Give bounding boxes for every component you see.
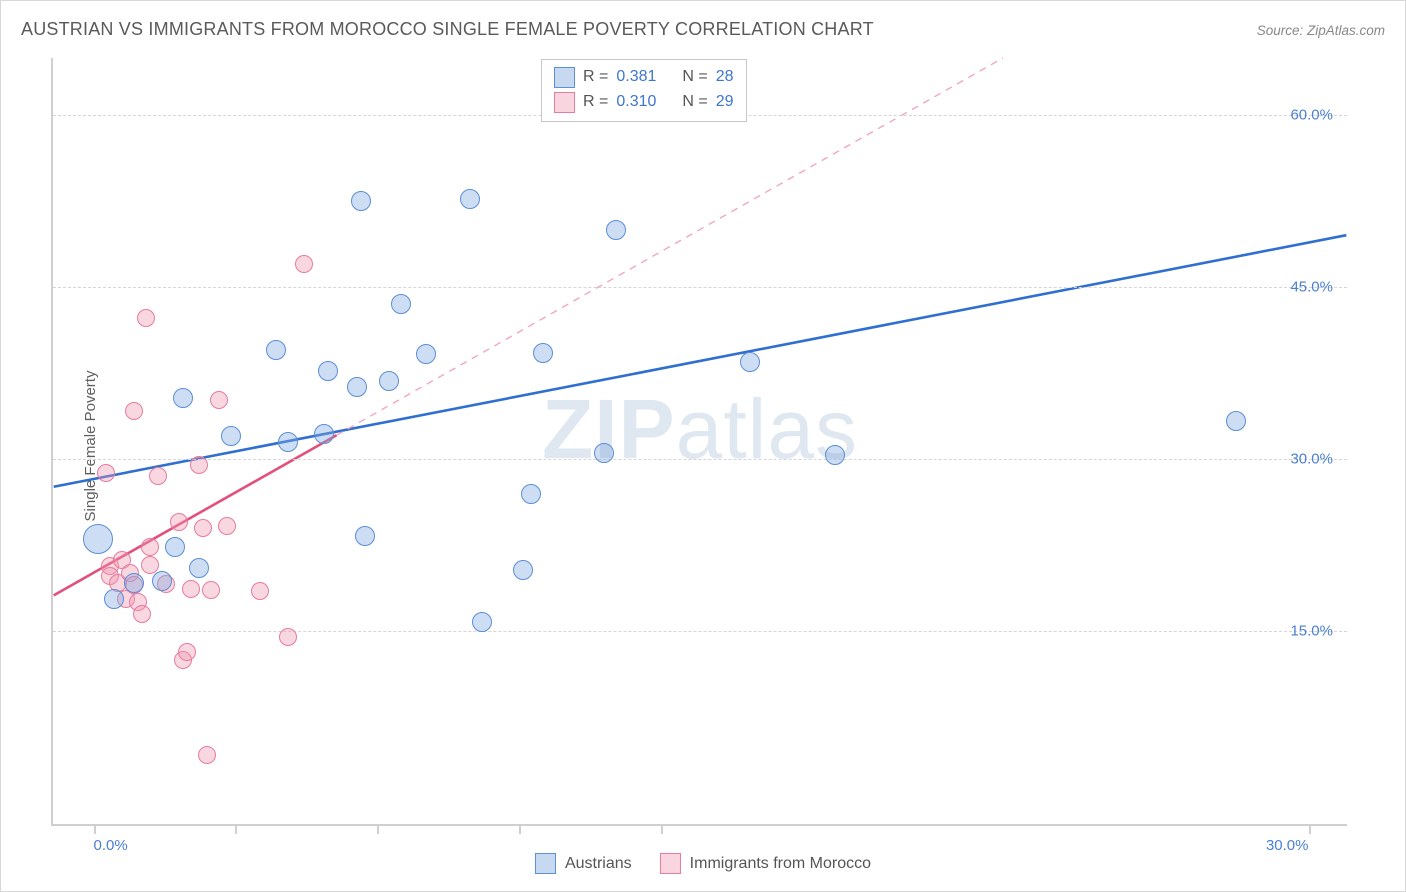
watermark: ZIPatlas: [542, 381, 858, 478]
scatter-point-morocco: [141, 556, 159, 574]
n-label: N =: [682, 65, 707, 90]
gridline-h: [53, 459, 1347, 460]
scatter-point-morocco: [279, 628, 297, 646]
swatch-pink: [554, 92, 575, 113]
scatter-point-austrians: [416, 344, 436, 364]
chart-container: AUSTRIAN VS IMMIGRANTS FROM MOROCCO SING…: [0, 0, 1406, 892]
scatter-point-morocco: [251, 582, 269, 600]
scatter-point-austrians: [513, 560, 533, 580]
scatter-point-austrians: [318, 361, 338, 381]
legend-label: Immigrants from Morocco: [690, 855, 871, 873]
scatter-point-morocco: [198, 746, 216, 764]
scatter-point-austrians: [165, 537, 185, 557]
scatter-point-austrians: [104, 589, 124, 609]
x-tick: [94, 824, 96, 834]
scatter-point-austrians: [379, 371, 399, 391]
y-tick-label: 45.0%: [1290, 279, 1333, 296]
plot-area: ZIPatlas 60.0%45.0%30.0%15.0%0.0%30.0%: [51, 58, 1347, 826]
scatter-point-morocco: [170, 513, 188, 531]
legend-item: Immigrants from Morocco: [660, 853, 871, 874]
y-tick-label: 15.0%: [1290, 623, 1333, 640]
scatter-point-morocco: [141, 538, 159, 556]
scatter-point-morocco: [133, 605, 151, 623]
scatter-point-morocco: [210, 391, 228, 409]
scatter-point-austrians: [521, 484, 541, 504]
swatch-blue: [535, 853, 556, 874]
scatter-point-morocco: [125, 402, 143, 420]
scatter-point-austrians: [391, 294, 411, 314]
y-tick-label: 60.0%: [1290, 107, 1333, 124]
y-tick-label: 30.0%: [1290, 451, 1333, 468]
scatter-point-morocco: [202, 581, 220, 599]
scatter-point-austrians: [533, 343, 553, 363]
scatter-point-morocco: [137, 309, 155, 327]
n-value: 28: [716, 65, 734, 90]
r-label: R =: [583, 65, 608, 90]
scatter-point-austrians: [825, 445, 845, 465]
scatter-point-morocco: [218, 517, 236, 535]
scatter-point-austrians: [278, 432, 298, 452]
x-tick-label: 0.0%: [94, 837, 128, 854]
x-tick: [519, 824, 521, 834]
legend-item: Austrians: [535, 853, 632, 874]
x-tick: [661, 824, 663, 834]
header: AUSTRIAN VS IMMIGRANTS FROM MOROCCO SING…: [21, 19, 1385, 40]
scatter-point-austrians: [83, 524, 113, 554]
scatter-point-morocco: [194, 519, 212, 537]
scatter-point-morocco: [190, 456, 208, 474]
scatter-point-austrians: [594, 443, 614, 463]
source-attribution: Source: ZipAtlas.com: [1257, 23, 1385, 38]
legend-series: Austrians Immigrants from Morocco: [535, 853, 871, 874]
trend-line: [54, 235, 1347, 487]
gridline-h: [53, 287, 1347, 288]
n-label: N =: [682, 90, 707, 115]
n-value: 29: [716, 90, 734, 115]
x-tick: [235, 824, 237, 834]
x-tick: [1309, 824, 1311, 834]
chart-title: AUSTRIAN VS IMMIGRANTS FROM MOROCCO SING…: [21, 19, 874, 40]
scatter-point-austrians: [351, 191, 371, 211]
swatch-blue: [554, 67, 575, 88]
r-label: R =: [583, 90, 608, 115]
scatter-point-austrians: [221, 426, 241, 446]
scatter-point-austrians: [152, 571, 172, 591]
legend-row: R = 0.310 N = 29: [554, 90, 734, 115]
scatter-point-austrians: [472, 612, 492, 632]
x-tick: [377, 824, 379, 834]
scatter-point-austrians: [460, 189, 480, 209]
legend-correlation: R = 0.381 N = 28 R = 0.310 N = 29: [541, 59, 747, 122]
scatter-point-austrians: [314, 424, 334, 444]
legend-label: Austrians: [565, 855, 632, 873]
swatch-pink: [660, 853, 681, 874]
legend-row: R = 0.381 N = 28: [554, 65, 734, 90]
scatter-point-morocco: [295, 255, 313, 273]
scatter-point-austrians: [124, 573, 144, 593]
scatter-point-morocco: [149, 467, 167, 485]
scatter-point-austrians: [1226, 411, 1246, 431]
scatter-point-morocco: [97, 464, 115, 482]
gridline-h: [53, 631, 1347, 632]
trend-lines-layer: [53, 58, 1347, 824]
scatter-point-austrians: [347, 377, 367, 397]
r-value: 0.310: [616, 90, 656, 115]
scatter-point-austrians: [189, 558, 209, 578]
x-tick-label: 30.0%: [1266, 837, 1309, 854]
scatter-point-austrians: [606, 220, 626, 240]
scatter-point-austrians: [740, 352, 760, 372]
scatter-point-austrians: [355, 526, 375, 546]
scatter-point-austrians: [266, 340, 286, 360]
r-value: 0.381: [616, 65, 656, 90]
scatter-point-austrians: [173, 388, 193, 408]
scatter-point-morocco: [182, 580, 200, 598]
scatter-point-morocco: [178, 643, 196, 661]
